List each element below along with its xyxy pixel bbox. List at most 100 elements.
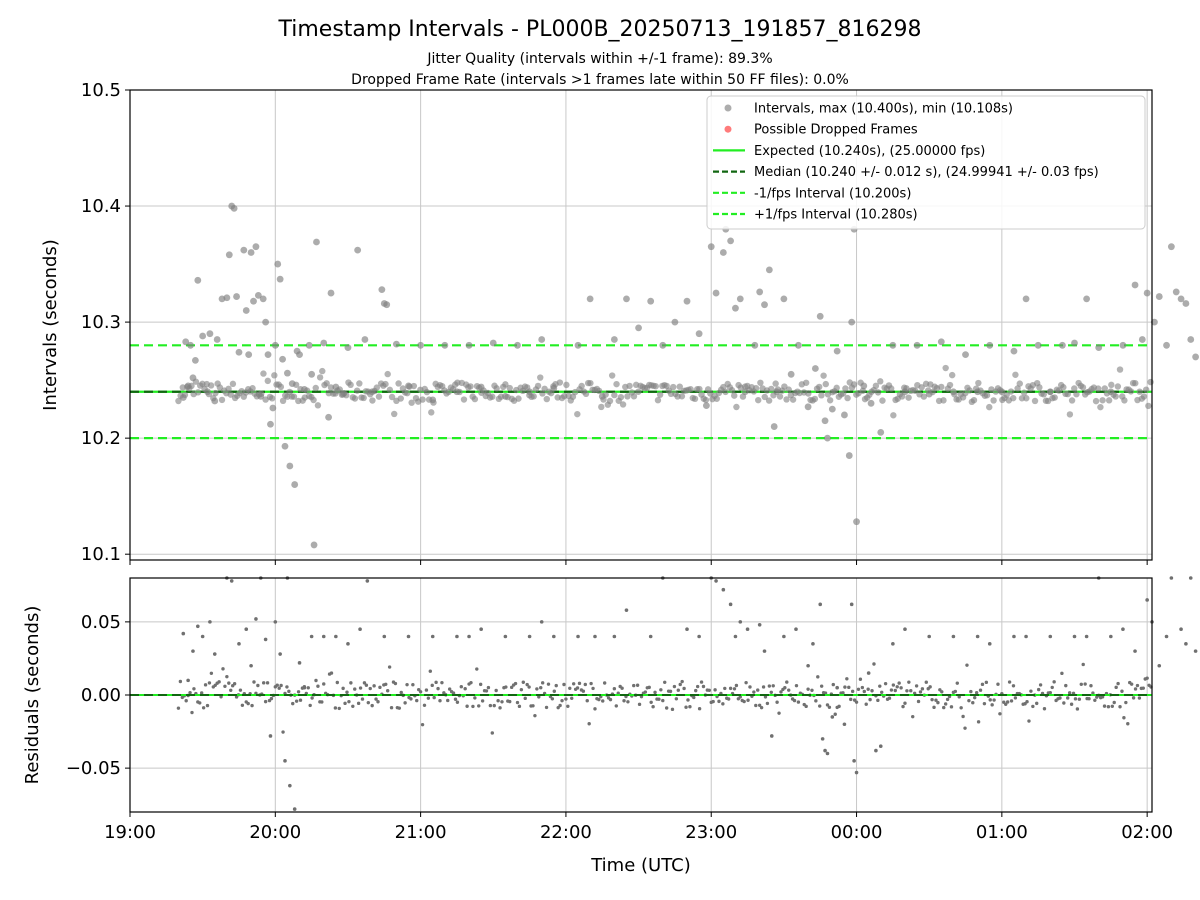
residual-point-band-81 [333,706,338,710]
residual-point-band-423 [996,682,1000,686]
residual-point-69 [849,602,854,607]
residual-point-band-288 [734,683,739,688]
interval-point-114 [853,518,860,526]
residual-point-band-142 [451,691,456,695]
residual-point-band-202 [568,686,572,690]
residual-point-band-57 [287,689,291,694]
interval-point-82 [671,318,679,326]
residual-point-band-338 [831,682,835,687]
residual-point-band-315 [787,688,791,692]
jitter-quality-subtitle: Jitter Quality (intervals within +/-1 fr… [426,51,772,67]
residual-point-band-429 [1007,680,1012,684]
interval-point-band-156 [515,395,522,402]
residual-point-92 [1157,663,1162,668]
residual-point-band-416 [982,701,987,706]
interval-point-4 [189,374,197,382]
time-xlabel: Time (UTC) [590,855,691,876]
residual-point-band-167 [500,700,504,704]
residual-point-band-6 [188,690,192,695]
interval-point-band-96 [384,370,391,378]
residual-point-band-395 [942,705,946,710]
residual-point-band-8 [192,687,196,691]
residual-point-band-86 [343,701,347,706]
interval-point-band-372 [986,403,993,411]
interval-point-band-384 [1012,371,1019,378]
residual-point-83 [1048,634,1053,639]
residual-point-band-175 [515,700,520,705]
residual-point-band-361 [876,698,880,703]
residual-point-46 [685,627,689,631]
interval-point-47 [313,238,320,246]
interval-point-band-443 [1140,393,1148,400]
interval-point-band-91 [373,384,380,391]
residual-point-band-370 [893,688,897,693]
intervals-ytick-label-3: 10.4 [81,196,121,217]
residual-point-band-414 [978,688,983,692]
interval-point-band-112 [419,396,426,403]
residual-point-band-378 [909,689,913,693]
interval-point-band-437 [1127,388,1135,395]
residual-point-band-160 [486,685,491,690]
interval-point-band-134 [467,383,474,390]
residual-point-band-464 [1075,707,1080,711]
residual-point-band-53 [279,683,283,688]
residual-point-band-440 [1029,689,1033,693]
interval-point-band-365 [970,396,978,404]
residual-point-band-304 [765,701,770,706]
residual-point-band-281 [721,702,725,706]
interval-point-band-198 [606,397,614,405]
residual-point-band-110 [389,706,394,710]
residual-point-band-384 [920,687,925,691]
interval-point-band-53 [290,393,298,400]
interval-point-band-203 [617,393,625,401]
residual-point-band-494 [1133,687,1138,691]
interval-point-band-39 [260,370,267,377]
residual-point-band-447 [1042,707,1047,711]
interval-point-band-299 [826,397,834,404]
residual-point-band-226 [614,704,618,708]
interval-point-band-306 [842,385,849,392]
residual-point-76 [903,627,907,631]
interval-point-84 [695,330,703,338]
residual-point-band-178 [521,680,526,684]
residual-point-band-279 [717,699,721,704]
interval-point-band-237 [691,395,699,403]
interval-point-band-292 [811,395,819,403]
residual-point-band-348 [850,689,855,694]
residual-point-band-99 [368,686,372,691]
interval-point-97 [765,266,773,274]
interval-point-band-239 [696,385,703,393]
residual-point-6 [212,652,217,656]
interval-point-119 [901,388,909,396]
interval-point-band-265 [752,384,760,392]
residual-point-24 [309,634,314,639]
residual-point-band-187 [539,686,543,690]
interval-point-band-351 [940,397,947,404]
interval-point-band-307 [844,394,851,402]
residual-point-band-294 [746,698,750,702]
residual-point-band-36 [246,701,250,706]
residual-point-band-313 [783,686,787,690]
residual-point-band-56 [285,685,289,689]
residual-point-band-259 [678,682,682,687]
residual-point-band-495 [1135,683,1140,688]
interval-point-band-68 [323,380,330,387]
residual-point-band-350 [854,700,859,704]
residual-point-60 [806,663,810,668]
interval-point-105 [816,312,824,320]
interval-point-137 [1119,341,1127,349]
residual-point-32 [430,634,435,639]
time-xtick-label-4: 23:00 [685,822,737,843]
interval-point-60 [392,340,400,348]
interval-point-band-441 [1136,388,1143,395]
residual-point-band-144 [455,700,460,704]
residual-point-band-248 [657,697,661,701]
residual-point-band-250 [661,698,665,703]
residual-point-band-107 [384,682,388,687]
residual-point-band-269 [697,706,702,711]
residual-point-71 [854,770,859,775]
intervals-points [175,202,1199,549]
residual-point-band-118 [405,682,409,687]
residual-point-37 [527,634,532,639]
residual-point-65 [825,751,830,756]
